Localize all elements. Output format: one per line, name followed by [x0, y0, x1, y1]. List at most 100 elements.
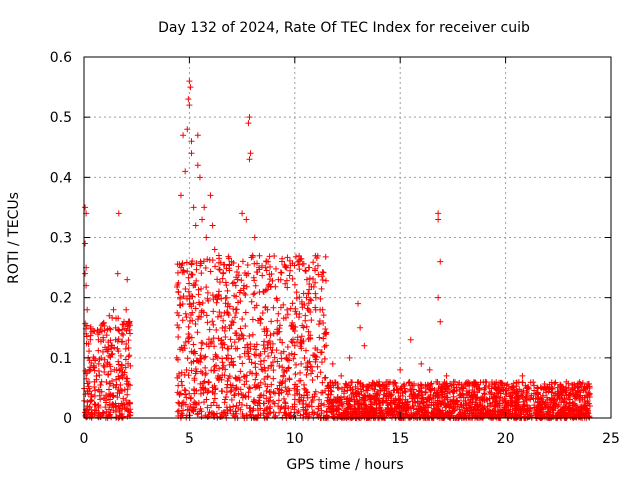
data-point [219, 275, 226, 282]
data-point [404, 404, 411, 411]
data-point [251, 304, 258, 311]
data-point [178, 369, 185, 376]
data-point [113, 381, 120, 388]
data-point [437, 414, 444, 421]
data-point [556, 395, 563, 402]
data-point [229, 318, 236, 325]
data-point [362, 402, 369, 409]
data-point [310, 283, 317, 290]
data-point [424, 381, 431, 388]
data-point [355, 414, 362, 421]
data-point [316, 317, 323, 324]
data-point [302, 268, 309, 275]
data-point [127, 362, 134, 369]
data-point [210, 411, 217, 418]
data-point [231, 391, 238, 398]
data-point [236, 353, 243, 360]
data-point [291, 351, 298, 358]
data-point [223, 389, 230, 396]
data-point [183, 295, 190, 302]
data-point [433, 405, 440, 412]
data-point [264, 374, 271, 381]
data-point [439, 411, 446, 418]
data-point [108, 351, 115, 358]
data-point [192, 281, 199, 288]
data-point [246, 332, 253, 339]
data-point [217, 259, 224, 266]
data-point [473, 403, 480, 410]
data-point [256, 352, 263, 359]
data-point [237, 325, 244, 332]
data-point [486, 382, 493, 389]
data-point [309, 397, 316, 404]
data-point [266, 253, 273, 260]
data-point [203, 284, 210, 291]
data-point [267, 388, 274, 395]
data-point [99, 348, 106, 355]
data-point [406, 393, 413, 400]
data-point [544, 396, 551, 403]
data-point [213, 402, 220, 409]
data-point [314, 252, 321, 259]
data-point [261, 407, 268, 414]
data-point [293, 361, 300, 368]
data-point [91, 392, 98, 399]
data-point [88, 328, 95, 335]
data-point [230, 319, 237, 326]
data-point [183, 314, 190, 321]
data-point [252, 282, 259, 289]
data-point [439, 399, 446, 406]
data-point [236, 399, 243, 406]
data-point [259, 272, 266, 279]
y-tick-label: 0.5 [50, 110, 72, 126]
data-point [200, 380, 207, 387]
data-point [386, 390, 393, 397]
data-point [108, 401, 115, 408]
data-point [291, 342, 298, 349]
data-point [433, 411, 440, 418]
data-point [442, 404, 449, 411]
data-point [224, 352, 231, 359]
data-point [202, 353, 209, 360]
data-point [226, 265, 233, 272]
data-point [253, 372, 260, 379]
data-point [215, 252, 222, 259]
data-point [562, 407, 569, 414]
data-point [272, 283, 279, 290]
data-point [361, 342, 368, 349]
data-point [501, 410, 508, 417]
data-point [452, 378, 459, 385]
data-point [368, 404, 375, 411]
data-point [263, 414, 270, 421]
data-point [118, 338, 125, 345]
data-point [477, 413, 484, 420]
data-point [261, 345, 268, 352]
data-point [418, 388, 425, 395]
data-point [261, 376, 268, 383]
data-point [180, 293, 187, 300]
data-point [84, 306, 91, 313]
data-point [484, 411, 491, 418]
data-point [469, 398, 476, 405]
data-point [469, 387, 476, 394]
data-point [115, 336, 122, 343]
data-point [483, 379, 490, 386]
data-point [291, 281, 298, 288]
data-point [101, 363, 108, 370]
data-point [203, 312, 210, 319]
data-point [189, 258, 196, 265]
data-point [305, 300, 312, 307]
data-point [307, 370, 314, 377]
data-point [302, 401, 309, 408]
data-point [120, 395, 127, 402]
data-point [254, 260, 261, 267]
data-point [513, 409, 520, 416]
data-point [479, 414, 486, 421]
data-point [264, 410, 271, 417]
data-point [546, 386, 553, 393]
data-point [275, 397, 282, 404]
data-point [534, 411, 541, 418]
data-point [272, 265, 279, 272]
data-point [277, 304, 284, 311]
data-point [245, 120, 252, 127]
